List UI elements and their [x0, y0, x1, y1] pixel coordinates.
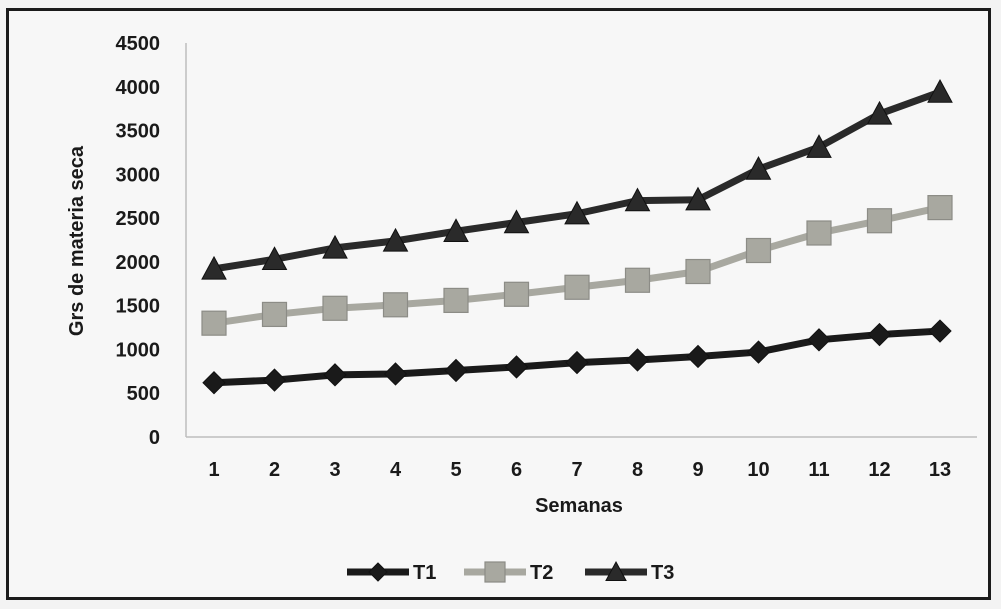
data-point-t3	[503, 209, 530, 234]
x-tick-label: 5	[450, 459, 461, 481]
data-point-t2	[745, 237, 772, 264]
data-point-t1	[202, 371, 226, 395]
data-point-t2	[201, 310, 227, 336]
x-tick-label: 4	[390, 459, 402, 481]
data-point-t1	[928, 319, 952, 343]
legend-label: T3	[651, 562, 674, 584]
data-point-t2	[322, 295, 348, 321]
series-t1	[202, 319, 952, 395]
x-tick-label: 13	[929, 459, 951, 481]
y-tick-label: 0	[149, 427, 160, 449]
legend-label: T1	[413, 562, 436, 584]
series-t2	[201, 195, 953, 336]
y-axis-title: Grs de materia seca	[66, 145, 88, 336]
x-tick-label: 7	[571, 459, 582, 481]
legend-marker	[368, 562, 388, 582]
legend-label: T2	[530, 562, 553, 584]
x-tick-label: 10	[747, 459, 769, 481]
data-point-t1	[625, 348, 650, 372]
y-tick-label: 3000	[116, 164, 161, 186]
data-point-t2	[382, 292, 409, 318]
data-point-t2	[927, 195, 953, 221]
x-tick-label: 9	[692, 459, 703, 481]
y-tick-label: 2500	[116, 208, 161, 230]
legend: T1 T2 T3	[347, 560, 674, 584]
data-point-t3	[382, 227, 409, 252]
y-tick-label: 3500	[116, 121, 161, 143]
data-point-t3	[322, 234, 348, 259]
data-point-t2	[685, 258, 711, 285]
data-point-t3	[624, 187, 651, 212]
data-point-t3	[685, 186, 711, 211]
x-tick-label: 2	[269, 459, 280, 481]
data-point-t1	[686, 344, 710, 369]
y-tick-label: 4000	[116, 77, 161, 99]
data-point-t1	[504, 355, 529, 379]
x-tick-label: 11	[808, 459, 829, 481]
data-point-t1	[444, 358, 468, 383]
data-point-t2	[866, 208, 893, 234]
legend-item-t2: T2	[464, 561, 553, 584]
series-t3	[201, 78, 953, 280]
data-point-t3	[866, 100, 893, 125]
axes	[185, 43, 977, 438]
data-point-t1	[323, 363, 347, 387]
y-tick-label: 4500	[116, 33, 161, 55]
legend-marker	[484, 561, 506, 583]
legend-item-t3: T3	[585, 560, 674, 584]
y-tick-label: 500	[127, 383, 160, 405]
data-point-t3	[201, 255, 227, 280]
data-point-t1	[807, 328, 831, 352]
data-point-t3	[261, 246, 288, 270]
legend-item-t1: T1	[347, 562, 436, 584]
data-point-t3	[564, 200, 590, 225]
x-tick-label: 12	[868, 459, 890, 481]
data-point-t1	[262, 368, 287, 392]
data-point-t1	[746, 340, 771, 364]
data-point-t1	[565, 350, 589, 375]
data-point-t1	[867, 322, 892, 347]
y-tick-label: 1000	[116, 339, 161, 361]
x-tick-label: 3	[329, 459, 340, 481]
data-point-t2	[443, 287, 469, 314]
legend-marker	[605, 560, 627, 581]
data-point-t2	[564, 274, 590, 300]
data-point-t1	[383, 362, 408, 386]
series-layer	[201, 78, 953, 395]
x-tick-labels: 1 2 3 4 5 6 7 8 9 10 11 12 13	[208, 459, 951, 481]
data-point-t2	[261, 301, 288, 328]
data-point-t2	[806, 220, 832, 246]
x-tick-label: 1	[208, 459, 219, 481]
y-tick-labels: 0 500 1000 1500 2000 2500 3000 3500 4000 4500	[116, 33, 161, 449]
data-point-t3	[806, 134, 832, 158]
y-tick-label: 1500	[116, 296, 161, 318]
data-point-t3	[927, 78, 953, 103]
x-axis-title: Semanas	[535, 495, 623, 517]
x-tick-label: 6	[511, 459, 522, 481]
data-point-t3	[745, 156, 772, 180]
data-point-t2	[503, 281, 530, 307]
data-point-t3	[443, 218, 469, 242]
x-tick-label: 8	[632, 459, 643, 481]
data-point-t2	[624, 267, 651, 293]
y-tick-label: 2000	[116, 252, 161, 274]
